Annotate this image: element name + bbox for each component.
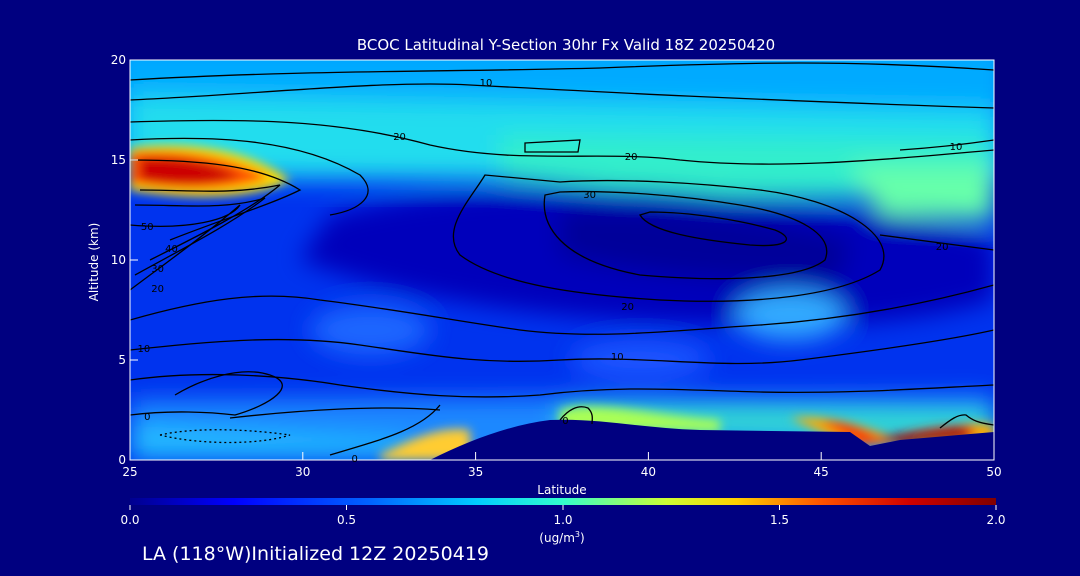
colorbar-unit-label: (ug/m <box>539 531 575 545</box>
colorbar-unit: (ug/m3) <box>539 530 584 545</box>
y-tick-label: 5 <box>118 353 126 367</box>
colorbar-unit-superscript: 3 <box>575 530 580 539</box>
contour-label: 20 <box>936 242 949 253</box>
y-tick-label: 15 <box>111 153 126 167</box>
contour-lines <box>130 62 994 456</box>
colorbar-tick-label: 1.0 <box>553 513 572 527</box>
contour-label: 20 <box>393 132 406 143</box>
contour-label: 40 <box>165 244 178 255</box>
x-axis: 25 30 35 40 45 50 <box>122 452 1002 479</box>
x-tick-label: 40 <box>641 465 656 479</box>
colorbar-tick-label: 0.5 <box>337 513 356 527</box>
contour-label: 30 <box>583 190 596 201</box>
contour-label: 0 <box>562 416 568 427</box>
terrain <box>430 419 994 460</box>
y-tick-label: 10 <box>111 253 126 267</box>
colorbar-ticks: 0.0 0.5 1.0 1.5 2.0 <box>120 505 1006 527</box>
contour-label: 20 <box>625 152 638 163</box>
x-tick-label: 50 <box>986 465 1001 479</box>
x-axis-label: Latitude <box>537 483 586 497</box>
x-tick-label: 35 <box>468 465 483 479</box>
x-tick-label: 30 <box>295 465 310 479</box>
contour-label: 0 <box>144 412 150 423</box>
y-tick-label: 20 <box>111 53 126 67</box>
y-axis-label: Altitude (km) <box>87 223 101 302</box>
colorbar-unit-close: ) <box>580 531 585 545</box>
contour-label: 10 <box>611 352 624 363</box>
init-footer: LA (118°W)Initialized 12Z 20250419 <box>142 543 489 565</box>
contour-label: 10 <box>950 142 963 153</box>
contour-label: 20 <box>621 302 634 313</box>
contour-label: 0 <box>351 454 357 465</box>
contour-label: 10 <box>137 344 150 355</box>
y-tick-label: 0 <box>118 453 126 467</box>
chart-title: BCOC Latitudinal Y-Section 30hr Fx Valid… <box>357 36 775 54</box>
contour-label: 10 <box>480 78 493 89</box>
colorbar-tick-label: 0.0 <box>120 513 139 527</box>
colorbar-tick-label: 1.5 <box>770 513 789 527</box>
x-tick-label: 45 <box>814 465 829 479</box>
contour-label: 50 <box>141 222 154 233</box>
colorbar-tick-label: 2.0 <box>986 513 1005 527</box>
heatmap-field <box>130 60 994 460</box>
contour-label: 30 <box>151 264 164 275</box>
x-tick-label: 25 <box>122 465 137 479</box>
y-axis: 0 5 10 15 20 <box>111 53 138 467</box>
contour-label: 20 <box>151 284 164 295</box>
colorbar-ramp <box>130 498 996 505</box>
colorbar: 0.0 0.5 1.0 1.5 2.0 (ug/m3) <box>120 498 1006 545</box>
